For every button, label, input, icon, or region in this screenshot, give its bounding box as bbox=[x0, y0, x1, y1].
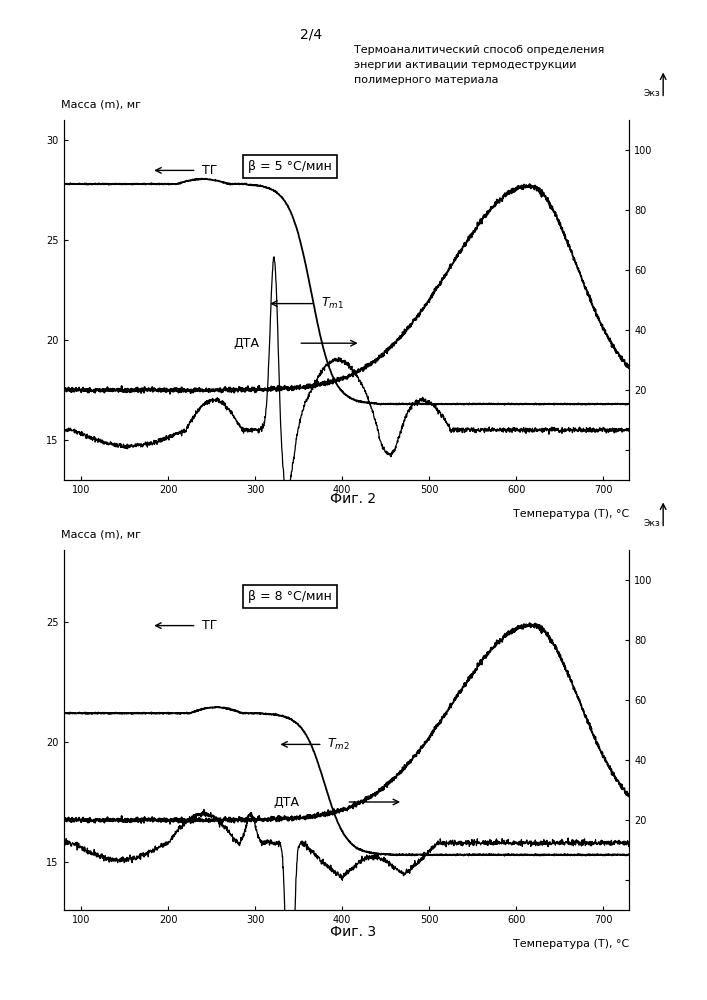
Text: 2/4: 2/4 bbox=[300, 28, 322, 42]
Text: Масса (m), мг: Масса (m), мг bbox=[61, 99, 141, 109]
Text: Температура (T), °C: Температура (T), °C bbox=[513, 509, 629, 519]
Text: β = 8 °C/мин: β = 8 °C/мин bbox=[248, 590, 332, 603]
Text: $T_{m2}$: $T_{m2}$ bbox=[327, 737, 349, 752]
Text: Масса (m), мг: Масса (m), мг bbox=[61, 529, 141, 539]
Text: Фиг. 3: Фиг. 3 bbox=[330, 925, 377, 939]
Text: ДТА: ДТА bbox=[273, 796, 299, 808]
Text: Экз: Экз bbox=[643, 519, 660, 528]
Text: Фиг. 2: Фиг. 2 bbox=[330, 492, 377, 506]
Text: Температура (T), °C: Температура (T), °C bbox=[513, 939, 629, 949]
Text: энергии активации термодеструкции: энергии активации термодеструкции bbox=[354, 60, 576, 70]
Text: ДТА: ДТА bbox=[233, 337, 259, 350]
Text: β = 5 °C/мин: β = 5 °C/мин bbox=[248, 160, 332, 173]
Text: Экз: Экз bbox=[643, 89, 660, 98]
Text: полимерного материала: полимерного материала bbox=[354, 75, 498, 85]
Text: ТГ: ТГ bbox=[202, 164, 218, 177]
Text: Термоаналитический способ определения: Термоаналитический способ определения bbox=[354, 45, 604, 55]
Text: $T_{m1}$: $T_{m1}$ bbox=[321, 296, 344, 311]
Text: ТГ: ТГ bbox=[202, 619, 218, 632]
